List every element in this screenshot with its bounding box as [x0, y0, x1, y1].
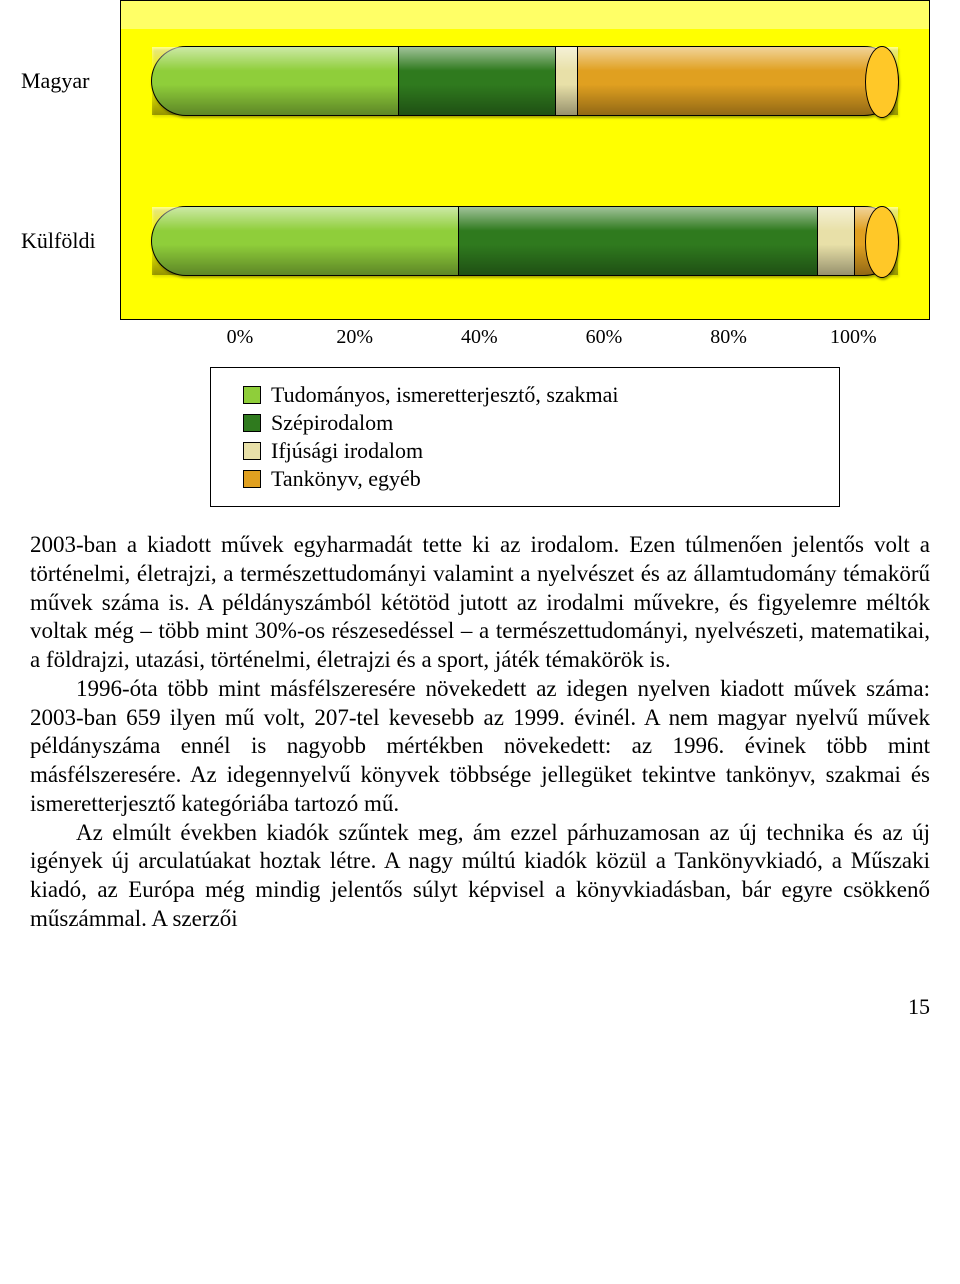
legend-swatch [243, 386, 261, 404]
legend-swatch [243, 470, 261, 488]
x-tick: 80% [710, 326, 747, 349]
page-number: 15 [30, 994, 930, 1020]
x-tick: 20% [336, 326, 373, 349]
legend-swatch [243, 442, 261, 460]
bar-segment [151, 46, 398, 116]
legend-label: Tudományos, ismeretterjesztő, szakmai [271, 382, 618, 408]
x-tick: 60% [586, 326, 623, 349]
legend-swatch [243, 414, 261, 432]
x-tick: 40% [461, 326, 498, 349]
bar-segment [458, 206, 817, 276]
category-label: Külföldi [21, 229, 111, 253]
bar-segment [398, 46, 555, 116]
x-axis: 0% 20% 40% 60% 80% 100% [210, 320, 930, 349]
bar-kulfoldi [151, 206, 899, 276]
category-label: Magyar [21, 69, 111, 93]
stacked-bar-chart: Magyar Külföldi [30, 0, 930, 507]
bar-row-kulfoldi: Külföldi [121, 171, 929, 311]
bar-row-magyar: Magyar [121, 11, 929, 151]
x-tick: 100% [830, 326, 877, 349]
legend-item: Ifjúsági irodalom [243, 438, 807, 464]
bar-segment [817, 206, 854, 276]
bar-segment [577, 46, 899, 116]
paragraph: 2003-ban a kiadott művek egyharmadát tet… [30, 531, 930, 675]
chart-legend: Tudományos, ismeretterjesztő, szakmai Sz… [210, 367, 840, 507]
bar-magyar [151, 46, 899, 116]
body-text: 2003-ban a kiadott művek egyharmadát tet… [30, 531, 930, 934]
legend-item: Tudományos, ismeretterjesztő, szakmai [243, 382, 807, 408]
chart-plot-area: Magyar Külföldi [120, 0, 930, 320]
legend-label: Szépirodalom [271, 410, 393, 436]
x-tick: 0% [227, 326, 254, 349]
paragraph: Az elmúlt években kiadók szűntek meg, ám… [30, 819, 930, 934]
bar-segment [555, 46, 577, 116]
legend-item: Tankönyv, egyéb [243, 466, 807, 492]
bar-segment [854, 206, 899, 276]
bar-segment [151, 206, 458, 276]
legend-item: Szépirodalom [243, 410, 807, 436]
legend-label: Tankönyv, egyéb [271, 466, 421, 492]
paragraph: 1996-óta több mint másfélszeresére növek… [30, 675, 930, 819]
legend-label: Ifjúsági irodalom [271, 438, 423, 464]
